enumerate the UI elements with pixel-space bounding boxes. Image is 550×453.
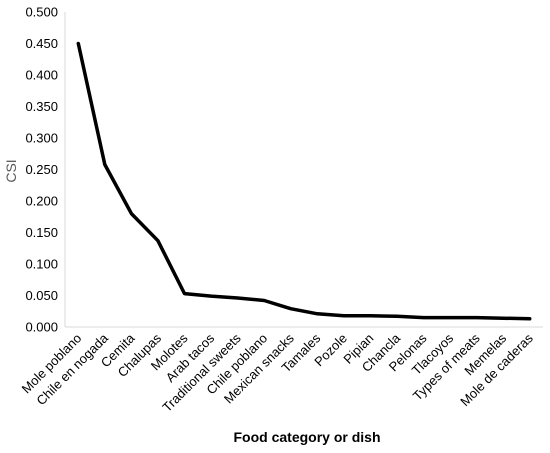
y-tick-label: 0.050 bbox=[25, 288, 58, 303]
y-tick-label: 0.300 bbox=[25, 131, 58, 146]
x-axis-title: Food category or dish bbox=[233, 429, 380, 445]
y-axis-title: CSI bbox=[3, 159, 19, 182]
y-tick-label: 0.500 bbox=[25, 5, 58, 20]
y-tick-label: 0.200 bbox=[25, 194, 58, 209]
y-tick-label: 0.450 bbox=[25, 36, 58, 51]
y-tick-label: 0.100 bbox=[25, 257, 58, 272]
y-tick-label: 0.250 bbox=[25, 162, 58, 177]
y-tick-label: 0.400 bbox=[25, 68, 58, 83]
y-tick-label: 0.350 bbox=[25, 99, 58, 114]
series-line bbox=[76, 41, 532, 321]
y-tick-label: 0.000 bbox=[25, 320, 58, 335]
y-tick-label: 0.150 bbox=[25, 225, 58, 240]
series bbox=[76, 41, 532, 321]
y-axis: 0.000 0.050 0.100 0.150 0.200 0.250 0.300 0.350… bbox=[25, 5, 66, 335]
